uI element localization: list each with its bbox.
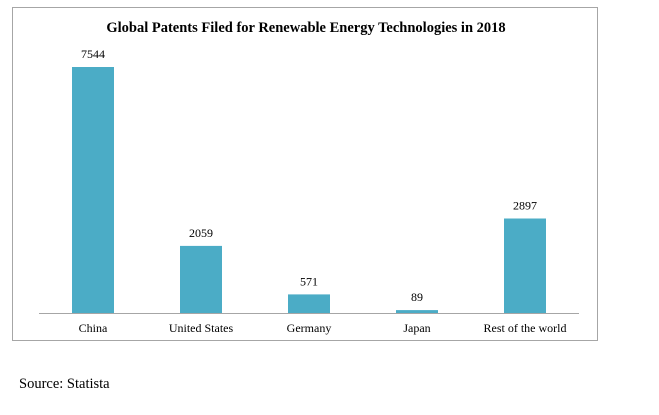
x-tick-label: China xyxy=(79,321,108,335)
bar-united-states xyxy=(180,245,222,313)
bar-china xyxy=(72,67,114,313)
data-label: 571 xyxy=(300,274,318,288)
bar-chart: 7544 China 2059 United States 571 Germany 89 Ja… xyxy=(39,47,579,335)
bar-japan xyxy=(396,310,438,313)
data-label: 2059 xyxy=(189,226,213,240)
x-tick-label: United States xyxy=(169,321,234,335)
data-label: 89 xyxy=(411,290,423,304)
data-label: 2897 xyxy=(513,199,537,213)
source-note: Source: Statista xyxy=(19,376,110,392)
x-tick-label: Rest of the world xyxy=(484,321,567,335)
bar-rest-of-the-world xyxy=(504,218,546,313)
x-tick-label: Japan xyxy=(403,321,430,335)
chart-container: Global Patents Filed for Renewable Energ… xyxy=(12,7,598,341)
chart-title: Global Patents Filed for Renewable Energ… xyxy=(106,20,506,36)
data-label: 7544 xyxy=(81,47,105,61)
x-tick-label: Germany xyxy=(287,321,332,335)
bar-germany xyxy=(288,294,330,313)
